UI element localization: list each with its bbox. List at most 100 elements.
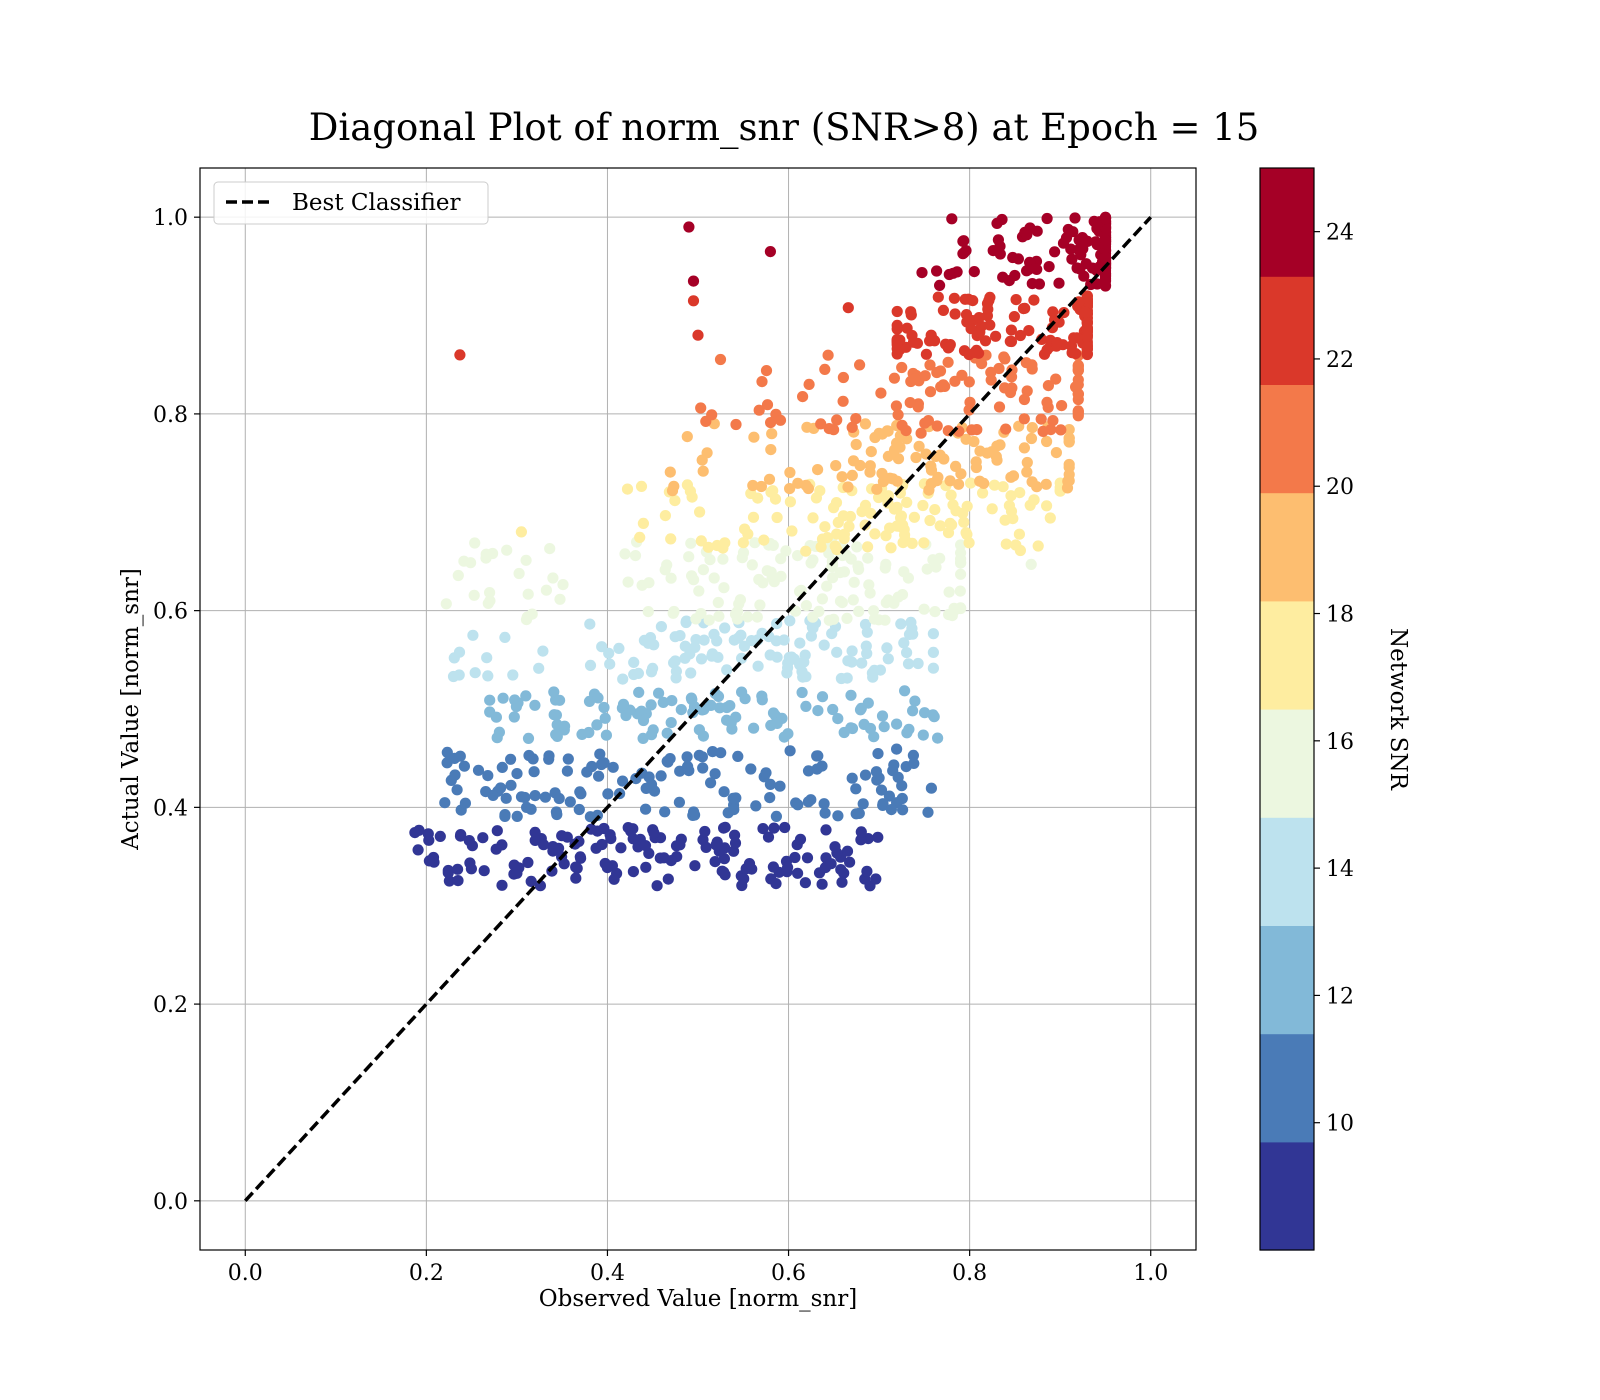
- scatter-point: [742, 611, 754, 623]
- scatter-point: [702, 541, 715, 553]
- scatter-point: [965, 323, 977, 335]
- scatter-point: [688, 806, 700, 818]
- x-tick-label: 0.2: [409, 1261, 444, 1286]
- scatter-point: [820, 824, 832, 836]
- scatter-point: [897, 537, 909, 549]
- scatter-point: [711, 635, 723, 647]
- scatter-point: [553, 842, 565, 854]
- scatter-point: [637, 732, 649, 745]
- scatter-point: [690, 634, 702, 646]
- scatter-point: [1000, 538, 1012, 550]
- scatter-point: [891, 718, 903, 730]
- scatter-point: [962, 293, 975, 305]
- scatter-point: [1072, 360, 1084, 372]
- scatter-point: [467, 629, 479, 641]
- scatter-point: [925, 782, 938, 794]
- scatter-point: [764, 778, 777, 791]
- scatter-point: [800, 600, 813, 612]
- scatter-point: [786, 525, 798, 537]
- scatter-point: [858, 718, 870, 731]
- scatter-point: [842, 302, 854, 314]
- scatter-point: [707, 746, 719, 758]
- scatter-point: [848, 576, 860, 588]
- scatter-point: [409, 827, 421, 839]
- colorbar-band: [1260, 817, 1314, 926]
- scatter-point: [799, 877, 812, 889]
- scatter-point: [831, 414, 843, 426]
- scatter-point: [810, 492, 823, 504]
- scatter-point: [1081, 332, 1093, 344]
- colorbar-band: [1260, 276, 1314, 385]
- scatter-point: [513, 567, 525, 580]
- scatter-point: [864, 587, 876, 599]
- scatter-point: [697, 730, 710, 742]
- scatter-point: [965, 477, 977, 489]
- scatter-point: [709, 768, 721, 780]
- scatter-point: [818, 798, 830, 810]
- scatter-point: [838, 867, 850, 879]
- colorbar-tick-label: 24: [1326, 221, 1354, 246]
- scatter-point: [412, 844, 424, 856]
- scatter-point: [692, 329, 704, 341]
- scatter-point: [1000, 423, 1012, 435]
- scatter-point: [696, 454, 708, 466]
- scatter-point: [906, 622, 918, 635]
- scatter-point: [751, 611, 763, 623]
- y-tick-label: 0.8: [153, 403, 188, 428]
- scatter-point: [946, 213, 958, 225]
- scatter-point: [760, 767, 772, 779]
- scatter-point: [497, 692, 509, 704]
- scatter-point: [869, 528, 881, 540]
- scatter-point: [544, 543, 556, 555]
- scatter-point: [1021, 466, 1033, 478]
- scatter-point: [949, 375, 961, 387]
- scatter-point: [921, 563, 933, 575]
- scatter-point: [844, 856, 856, 868]
- scatter-point: [999, 353, 1011, 365]
- scatter-point: [490, 843, 502, 855]
- scatter-point: [477, 832, 489, 844]
- scatter-point: [819, 807, 831, 819]
- scatter-point: [736, 652, 748, 664]
- scatter-point: [841, 612, 853, 625]
- scatter-point: [882, 653, 894, 665]
- colorbar-band: [1260, 384, 1314, 494]
- scatter-point: [974, 326, 986, 338]
- scatter-point: [758, 534, 770, 546]
- scatter-point: [896, 780, 908, 792]
- scatter-point: [666, 695, 678, 707]
- scatter-point: [693, 585, 705, 597]
- scatter-point: [919, 707, 931, 719]
- scatter-point: [447, 670, 460, 683]
- scatter-point: [764, 792, 776, 804]
- scatter-point: [976, 358, 988, 370]
- scatter-point: [905, 309, 917, 321]
- scatter-point: [891, 337, 903, 349]
- scatter-point: [850, 783, 862, 795]
- scatter-point: [846, 469, 858, 481]
- scatter-point: [591, 809, 604, 822]
- scatter-point: [491, 825, 503, 837]
- scatter-point: [1018, 413, 1030, 425]
- scatter-point: [836, 876, 848, 888]
- scatter-point: [838, 528, 851, 540]
- scatter-point: [963, 404, 975, 416]
- scatter-point: [901, 647, 913, 659]
- scatter-point: [1006, 382, 1018, 394]
- scatter-point: [895, 618, 907, 630]
- scatter-point: [669, 655, 681, 667]
- scatter-point: [765, 486, 777, 498]
- scatter-point: [927, 628, 940, 640]
- scatter-point: [812, 464, 824, 476]
- scatter-point: [997, 271, 1009, 283]
- plot-frame: [199, 167, 1197, 1251]
- scatter-point: [533, 662, 545, 674]
- scatter-point: [593, 770, 605, 782]
- scatter-point: [508, 711, 520, 723]
- scatter-point: [423, 834, 435, 846]
- scatter-point: [860, 640, 872, 652]
- scatter-point: [583, 726, 595, 739]
- scatter-point: [712, 596, 724, 609]
- scatter-point: [984, 319, 996, 331]
- scatter-point: [899, 685, 911, 697]
